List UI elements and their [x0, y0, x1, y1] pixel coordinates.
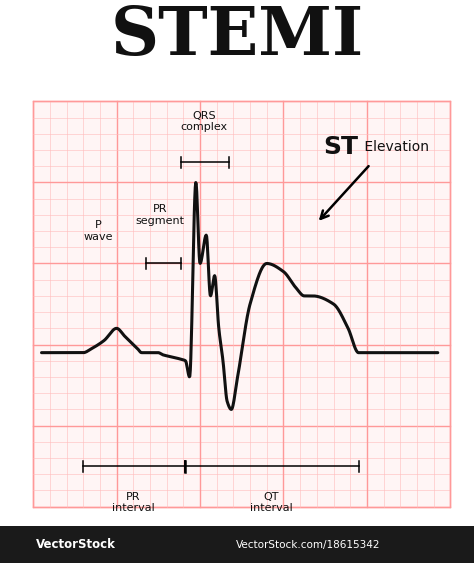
- Text: ST: ST: [324, 135, 359, 159]
- Bar: [0, 526, 474, 563]
- Text: VectorStock.com/18615342: VectorStock.com/18615342: [236, 540, 380, 549]
- Text: PR
segment: PR segment: [136, 204, 185, 226]
- Text: P
wave: P wave: [83, 220, 113, 242]
- Bar: [33, 101, 450, 507]
- Text: STEMI: STEMI: [110, 4, 364, 69]
- Text: PR
interval: PR interval: [112, 492, 155, 513]
- Text: VectorStock: VectorStock: [36, 538, 116, 551]
- Text: QT
interval: QT interval: [250, 492, 292, 513]
- Text: Elevation: Elevation: [360, 140, 429, 154]
- Text: QRS
complex: QRS complex: [181, 111, 228, 132]
